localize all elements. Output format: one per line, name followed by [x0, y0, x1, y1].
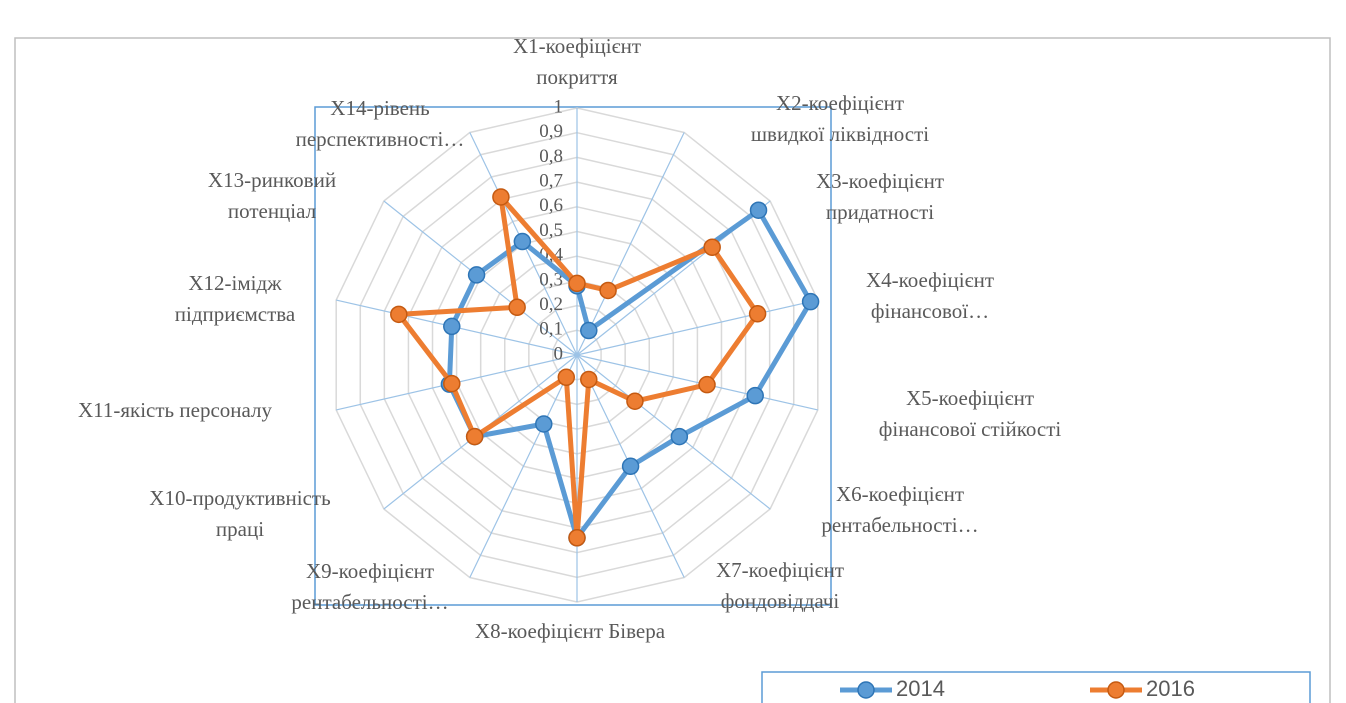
data-point: [703, 238, 721, 256]
data-point: [580, 321, 598, 340]
data-point: [513, 232, 532, 251]
data-point: [508, 298, 526, 317]
data-point: [390, 305, 408, 324]
category-label: X11-якість персоналу: [78, 398, 273, 422]
data-point: [746, 386, 764, 405]
category-label: X10-продуктивність праці: [149, 486, 330, 541]
category-label: X1-коефіцієнт покриття: [513, 34, 641, 89]
y-tick-label: 0,3: [539, 269, 563, 290]
spoke: [469, 354, 578, 578]
category-label: X6-коефіцієнт рентабельності…: [821, 482, 978, 537]
data-point: [467, 266, 486, 284]
chart-frame: [14, 37, 1331, 703]
category-label: X12-імідж підприємства: [175, 271, 296, 326]
category-label: X7-коефіцієнт фондовіддачі: [716, 558, 844, 613]
data-point: [492, 188, 510, 206]
y-tick-label: 0,1: [539, 319, 563, 340]
legend-label: 2014: [896, 676, 945, 701]
data-point: [698, 375, 716, 394]
data-point: [465, 427, 484, 446]
category-label: X2-коефіцієнт швидкої ліквідності: [751, 91, 929, 146]
y-tick-label: 0,8: [539, 146, 563, 167]
category-label: X8-коефіцієнт Бівера: [475, 619, 666, 643]
data-point: [748, 305, 767, 323]
spoke: [576, 299, 818, 356]
plot-area: [314, 106, 832, 606]
legend-box: [761, 671, 1311, 703]
category-label: X13-ринковий потенціал: [208, 168, 336, 223]
data-point: [599, 281, 617, 300]
legend-marker: [857, 681, 875, 699]
y-tick-label: 0,2: [539, 294, 563, 315]
category-label: X3-коефіцієнт придатності: [816, 169, 944, 224]
spoke: [576, 354, 818, 411]
data-point: [443, 317, 461, 336]
spoke: [576, 132, 685, 356]
data-point: [749, 201, 768, 219]
y-tick-label: 1: [554, 96, 564, 117]
legend-label: 2016: [1146, 676, 1195, 701]
data-point: [568, 274, 586, 293]
data-point: [557, 368, 576, 387]
y-tick-label: 0,9: [539, 121, 563, 142]
y-tick-label: 0,7: [539, 170, 563, 191]
data-point: [670, 427, 689, 446]
data-point: [801, 292, 820, 311]
data-point: [626, 392, 644, 410]
category-label: X9-коефіцієнт рентабельності…: [291, 559, 448, 614]
legend-marker: [1107, 681, 1125, 699]
y-tick-label: 0: [554, 343, 564, 364]
category-label: X4-коефіцієнт фінансової…: [866, 268, 994, 323]
data-point: [580, 370, 598, 389]
category-label: X5-коефіцієнт фінансової стійкості: [879, 386, 1062, 441]
data-point: [568, 529, 586, 547]
y-tick-label: 0,6: [539, 195, 563, 216]
data-point: [443, 374, 461, 393]
y-tick-label: 0,5: [539, 220, 563, 241]
data-point: [535, 415, 553, 433]
data-point: [621, 457, 640, 476]
category-label: X14-рівень перспективності…: [296, 96, 465, 151]
